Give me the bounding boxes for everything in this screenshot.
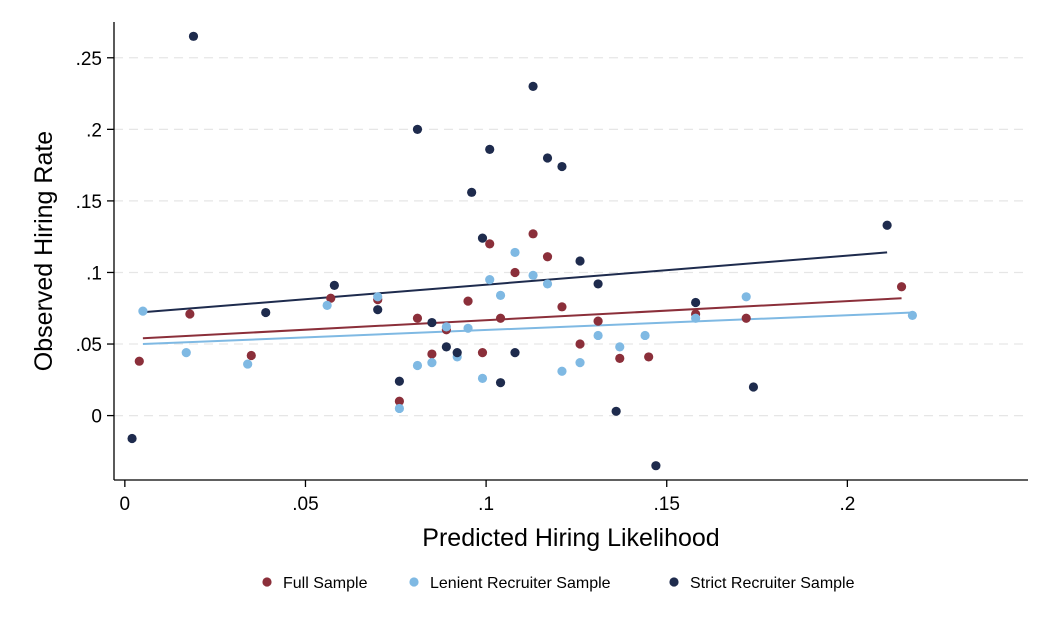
fit-line-series-1: [142, 311, 913, 346]
data-point-series-0: [575, 339, 585, 349]
data-point-series-2: [611, 406, 621, 416]
x-tick-label: .2: [839, 494, 855, 515]
tick-labels: 0 .05 .1 .15 .2 .25 0 .05 .1 .15 .2: [76, 49, 856, 515]
data-point-series-0: [542, 252, 553, 262]
data-point-series-2: [575, 256, 585, 266]
legend-marker: [409, 577, 419, 587]
data-point-series-2: [528, 81, 538, 92]
legend-marker: [669, 577, 679, 587]
legend-label: Strict Recruiter Sample: [690, 575, 855, 592]
data-point-series-0: [427, 349, 437, 359]
data-point-series-2: [261, 307, 271, 318]
data-point-series-1: [510, 247, 520, 258]
data-point-series-0: [246, 350, 256, 361]
data-point-series-2: [593, 279, 603, 289]
data-point-series-2: [485, 144, 495, 154]
y-tick-label: .25: [76, 49, 102, 70]
data-point-series-0: [485, 239, 495, 249]
data-point-series-1: [394, 403, 404, 414]
data-point-series-0: [394, 396, 404, 406]
data-point-series-0: [495, 313, 506, 323]
data-point-series-0: [463, 296, 473, 306]
data-point-series-1: [557, 366, 567, 376]
data-point-series-2: [188, 31, 199, 41]
data-point-series-1: [373, 292, 383, 302]
data-point-series-1: [181, 348, 191, 358]
data-point-series-2: [373, 305, 383, 315]
data-point-series-1: [741, 292, 751, 302]
data-point-series-0: [326, 293, 336, 303]
data-point-series-1: [615, 342, 625, 352]
data-points: [127, 31, 917, 471]
data-point-series-2: [495, 378, 506, 388]
data-point-series-0: [896, 282, 907, 292]
x-tick-label: 0: [120, 494, 131, 515]
data-point-series-0: [615, 353, 625, 363]
data-point-series-1: [542, 279, 553, 289]
data-point-series-1: [907, 310, 917, 321]
data-point-series-0: [412, 313, 423, 323]
data-point-series-2: [394, 376, 404, 386]
legend-marker: [262, 577, 272, 587]
data-point-series-2: [510, 348, 520, 358]
fit-line-series-2: [139, 251, 888, 314]
data-point-series-1: [575, 358, 585, 368]
data-point-series-2: [748, 382, 759, 392]
data-point-series-2: [882, 220, 892, 230]
legend-label: Full Sample: [283, 575, 368, 592]
data-point-series-1: [640, 330, 650, 341]
data-point-series-1: [243, 359, 253, 369]
data-point-series-2: [127, 433, 137, 444]
data-point-series-0: [528, 229, 538, 239]
legend: Full Sample Lenient Recruiter Sample Stric…: [262, 575, 855, 592]
x-tick-label: .1: [478, 494, 494, 515]
data-point-series-0: [477, 348, 488, 358]
data-point-series-1: [427, 358, 437, 368]
data-point-series-1: [138, 306, 148, 316]
data-point-series-2: [651, 461, 661, 471]
y-tick-label: .2: [86, 120, 102, 141]
y-tick-label: .05: [76, 335, 102, 356]
data-point-series-1: [485, 275, 495, 285]
data-point-series-2: [412, 124, 423, 134]
data-point-series-2: [477, 233, 488, 243]
y-tick-label: 0: [91, 407, 102, 428]
data-point-series-0: [644, 352, 654, 362]
data-point-series-1: [528, 270, 538, 280]
y-axis-title: Observed Hiring Rate: [30, 131, 58, 371]
data-point-series-1: [593, 330, 603, 341]
data-point-series-2: [452, 348, 462, 358]
x-tick-label: .15: [654, 494, 680, 515]
axes: [113, 22, 1028, 481]
legend-label: Lenient Recruiter Sample: [430, 575, 611, 592]
fit-lines: [139, 251, 913, 346]
data-point-series-2: [542, 153, 553, 163]
data-point-series-2: [441, 342, 451, 352]
y-tick-label: .1: [86, 263, 102, 284]
data-point-series-1: [463, 323, 473, 333]
fit-line-series-0: [142, 297, 902, 340]
data-point-series-0: [510, 267, 520, 278]
data-point-series-0: [593, 316, 603, 326]
x-tick-label: .05: [292, 494, 318, 515]
gridlines: [114, 57, 1028, 417]
data-point-series-1: [495, 290, 506, 300]
data-point-series-0: [185, 309, 195, 319]
data-point-series-0: [557, 302, 567, 312]
data-point-series-2: [557, 161, 567, 172]
data-point-series-2: [329, 280, 339, 290]
x-axis-title: Predicted Hiring Likelihood: [422, 524, 719, 552]
data-point-series-1: [441, 322, 451, 332]
data-point-series-0: [134, 356, 144, 366]
y-tick-label: .15: [76, 192, 102, 213]
data-point-series-2: [691, 297, 701, 308]
data-point-series-0: [741, 313, 751, 323]
data-point-series-1: [477, 373, 488, 383]
data-point-series-2: [427, 317, 437, 328]
data-point-series-2: [467, 187, 477, 197]
data-point-series-1: [412, 360, 423, 371]
data-point-series-1: [322, 300, 332, 310]
data-point-series-1: [691, 313, 701, 323]
